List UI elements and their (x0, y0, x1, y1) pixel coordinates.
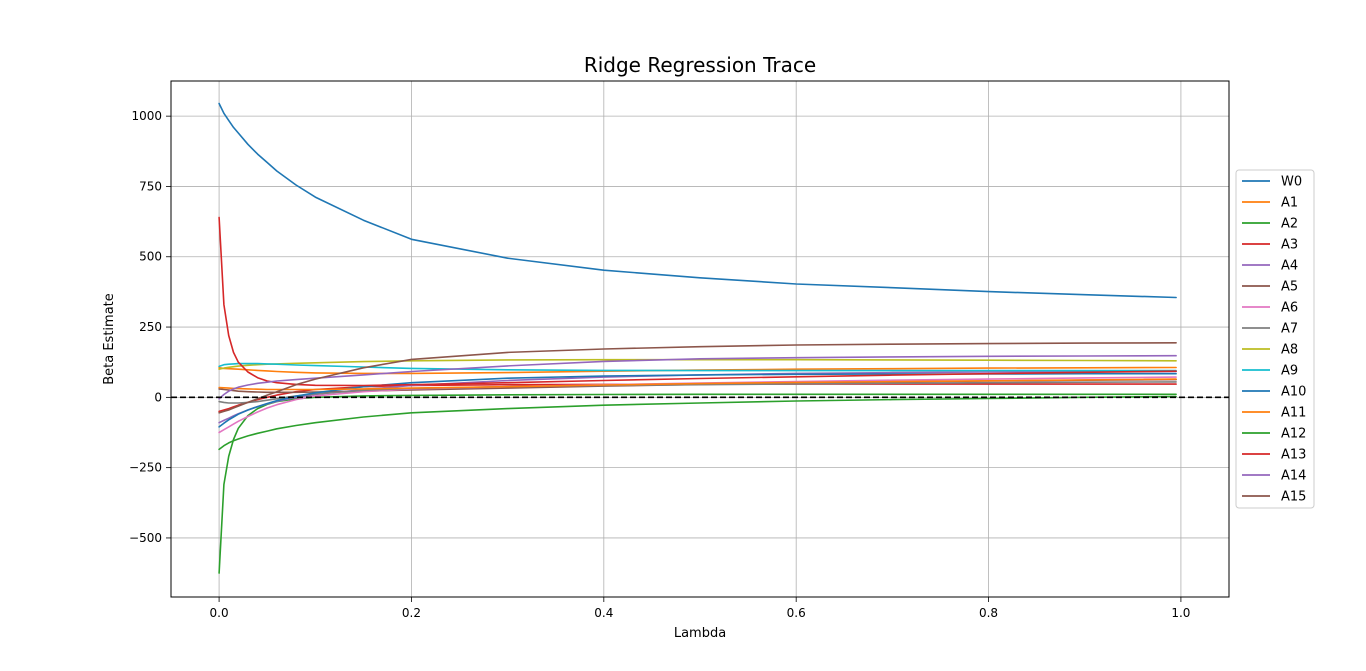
series-line-a1 (218, 366, 1177, 375)
x-tick-label: 0.8 (979, 606, 998, 620)
y-tick-label: −250 (129, 461, 162, 475)
legend-box (1235, 169, 1315, 509)
series-line-a15 (218, 341, 1177, 414)
x-tick-label: 0.0 (210, 606, 229, 620)
series-lines (218, 102, 1177, 574)
series-line-a14 (218, 354, 1177, 400)
x-tick-label: 0.4 (594, 606, 613, 620)
x-tick-label: 0.2 (402, 606, 421, 620)
legend-label-a10: A10 (1281, 385, 1306, 400)
legend-label-a11: A11 (1281, 406, 1306, 421)
x-axis-ticks: 0.0 0.2 0.4 0.6 0.8 1.0 (210, 597, 1190, 620)
x-axis-label: Lambda (674, 626, 726, 641)
series-line-a12 (218, 395, 1177, 451)
y-tick-label: 750 (139, 179, 162, 193)
y-tick-label: 250 (139, 320, 162, 334)
y-axis-ticks: −500 −250 0 250 500 750 1000 (129, 109, 171, 545)
series-line-w0 (218, 102, 1177, 299)
legend-label-a7: A7 (1281, 322, 1298, 337)
series-line-a9 (218, 362, 1177, 372)
legend-label-a15: A15 (1281, 490, 1306, 505)
y-tick-label: 0 (154, 390, 162, 404)
series-line-a7 (218, 381, 1177, 404)
plot-area-frame (170, 80, 1230, 598)
legend-items: W0 A1 A2 A3 A4 A5 A6 A7 A8 A9 A10 A11 A12 A13 A14 A15 (1242, 175, 1306, 505)
y-axis-label: Beta Estimate (102, 293, 117, 385)
legend-label-a5: A5 (1281, 280, 1298, 295)
y-tick-label: 500 (139, 250, 162, 264)
series-line-a13 (218, 216, 1177, 387)
legend-label-a6: A6 (1281, 301, 1298, 316)
legend-label-a9: A9 (1281, 364, 1298, 379)
x-tick-label: 0.6 (787, 606, 806, 620)
series-line-a8 (218, 358, 1177, 371)
series-line-a2 (218, 393, 1177, 574)
chart-title: Ridge Regression Trace (584, 53, 816, 77)
legend-label-a14: A14 (1281, 469, 1306, 484)
grid (171, 81, 1229, 597)
legend: W0 A1 A2 A3 A4 A5 A6 A7 A8 A9 A10 A11 A12 A13 A14 A15 (1235, 169, 1315, 509)
legend-label-a8: A8 (1281, 343, 1298, 358)
legend-label-a12: A12 (1281, 427, 1306, 442)
y-tick-label: −500 (129, 531, 162, 545)
legend-label-a4: A4 (1281, 259, 1298, 274)
legend-label-a3: A3 (1281, 238, 1298, 253)
x-tick-label: 1.0 (1171, 606, 1190, 620)
legend-label-a1: A1 (1281, 196, 1298, 211)
legend-label-a13: A13 (1281, 448, 1306, 463)
legend-label-w0: W0 (1281, 175, 1302, 190)
series-line-a6 (218, 376, 1177, 434)
y-tick-label: 1000 (131, 109, 162, 123)
legend-label-a2: A2 (1281, 217, 1298, 232)
series-line-a10 (218, 372, 1177, 428)
